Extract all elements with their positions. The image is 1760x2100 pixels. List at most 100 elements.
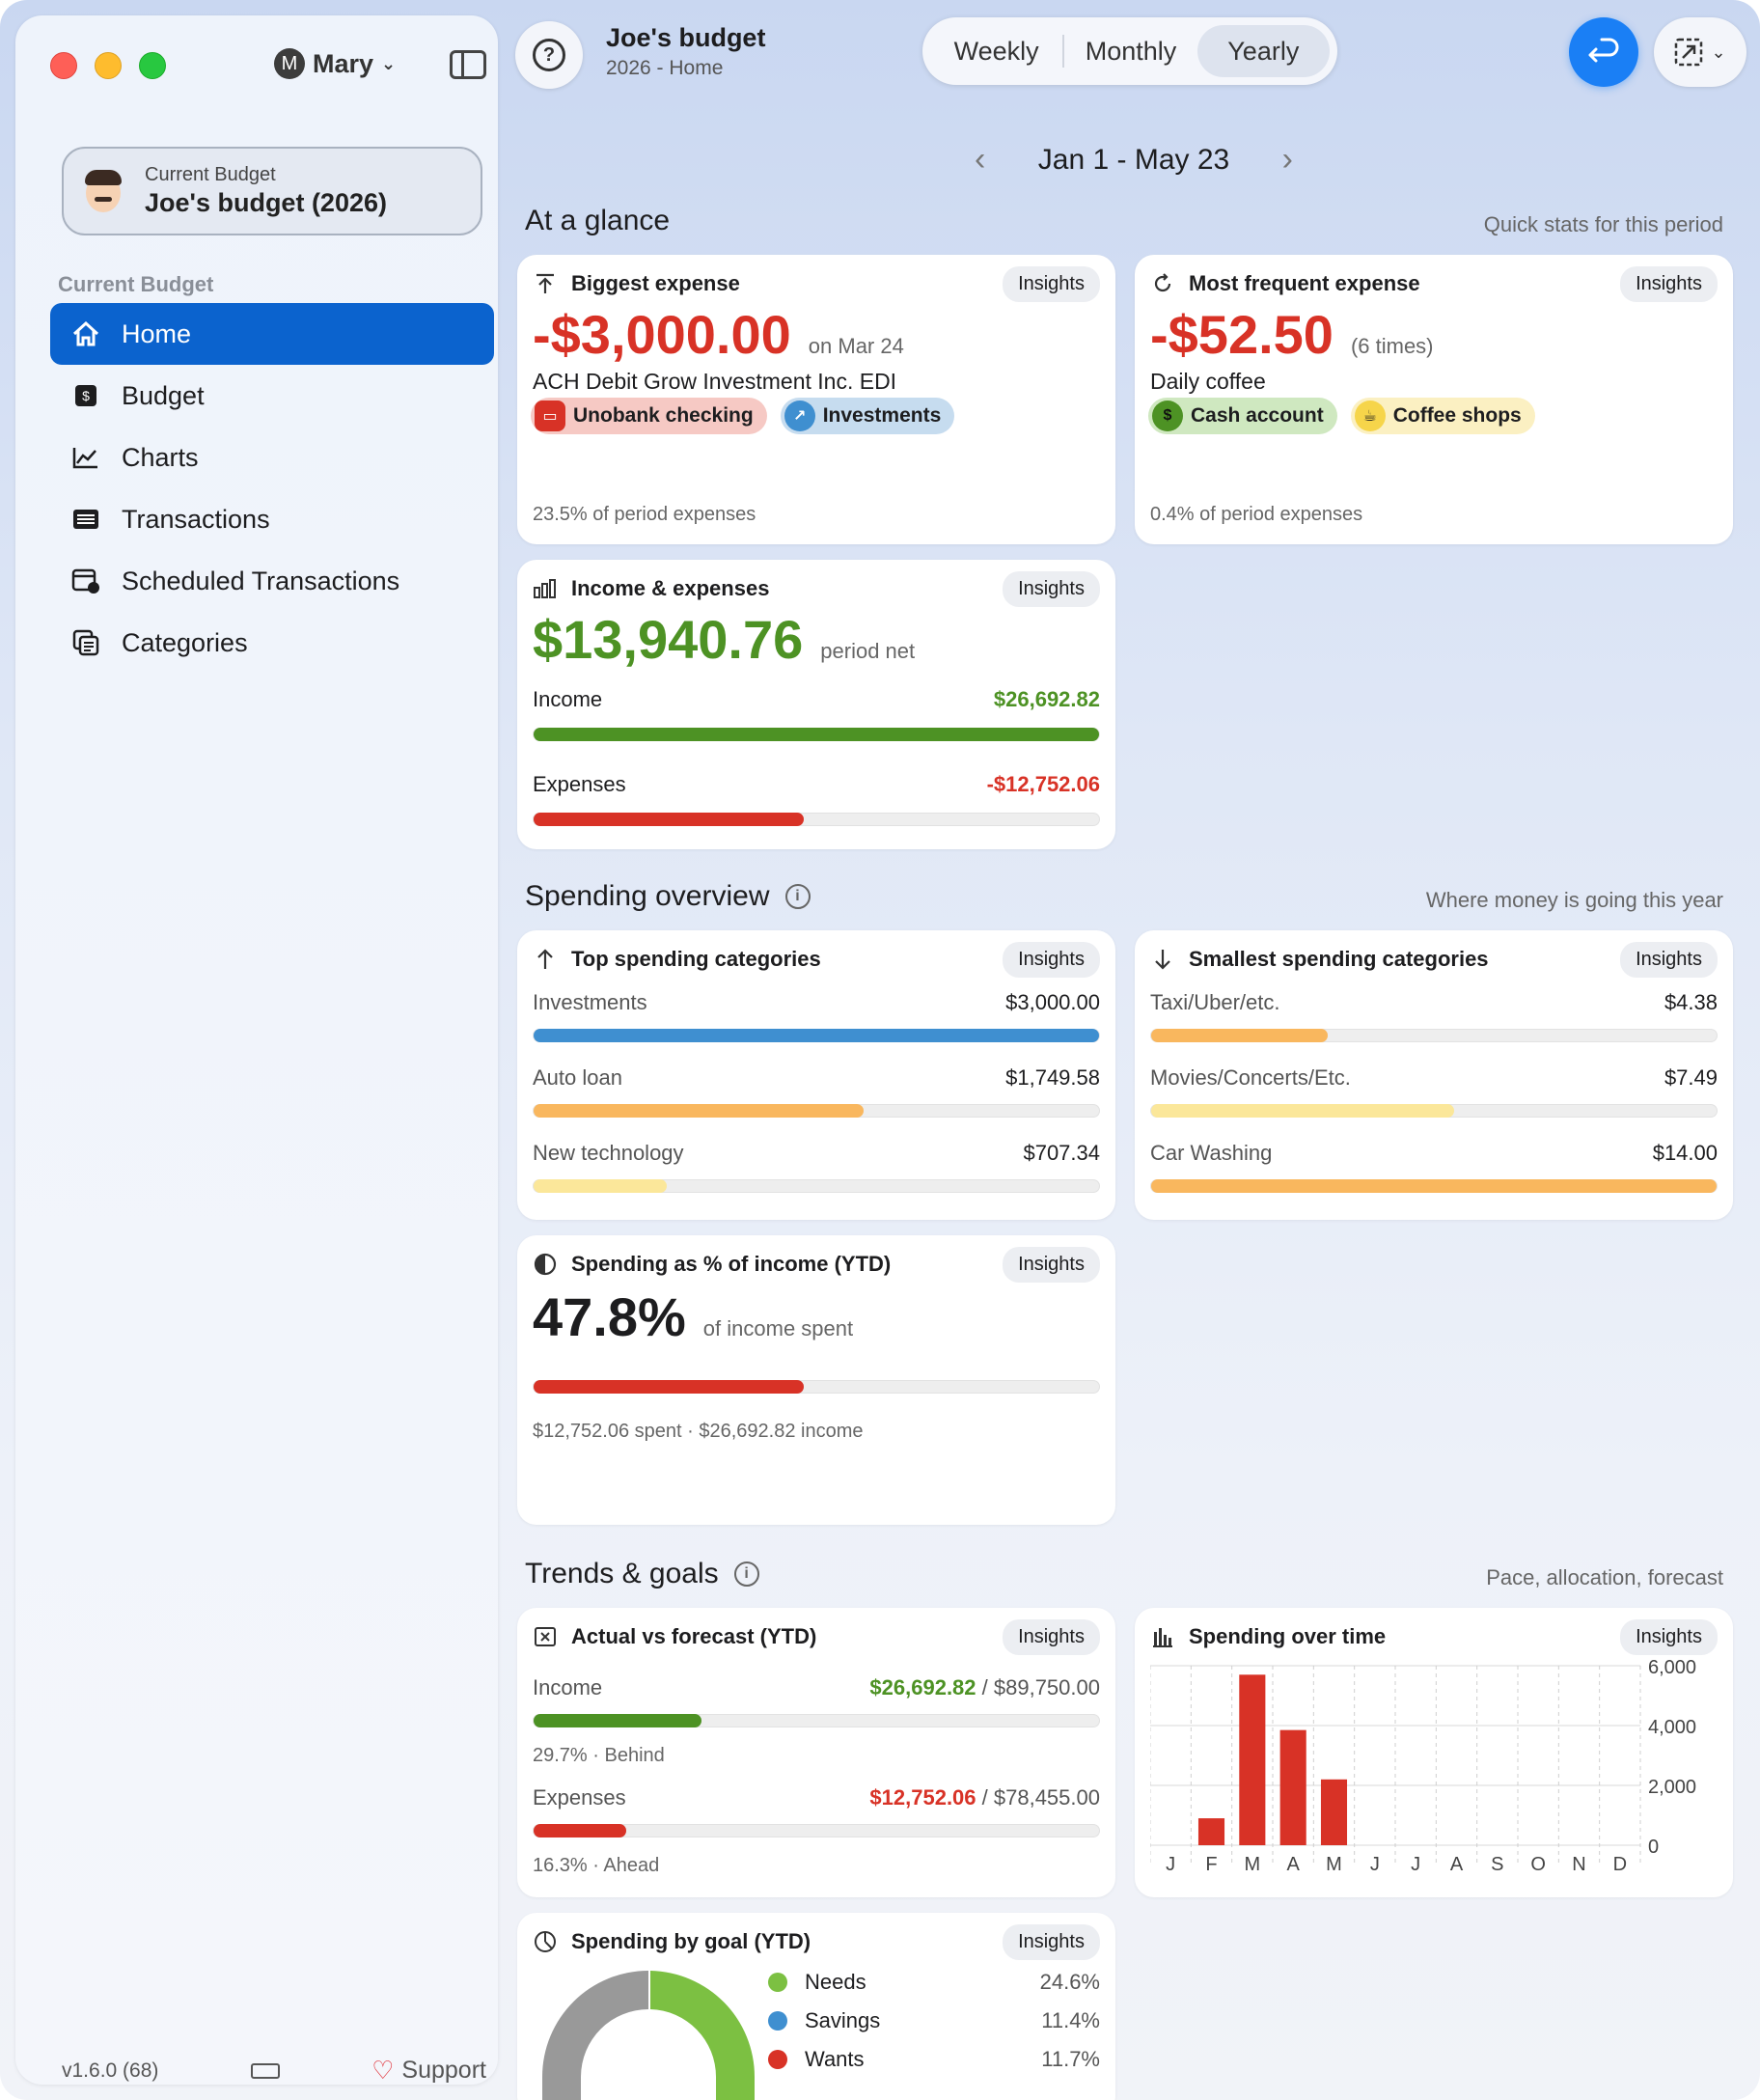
insights-button[interactable]: Insights bbox=[1620, 265, 1718, 302]
refresh-icon bbox=[1150, 271, 1175, 296]
card-title: Top spending categories bbox=[571, 947, 821, 971]
sidebar-item-charts[interactable]: Charts bbox=[50, 427, 494, 488]
frequent-expense-description: Daily coffee bbox=[1150, 369, 1266, 394]
chart-x-tick-label: N bbox=[1572, 1854, 1585, 1875]
forecast-income-target: / $89,750.00 bbox=[981, 1675, 1100, 1699]
half-circle-icon bbox=[533, 1252, 558, 1277]
category-row-value: $4.38 bbox=[1664, 990, 1718, 1014]
chip-label: Investments bbox=[822, 404, 942, 427]
insights-button[interactable]: Insights bbox=[1003, 1246, 1100, 1283]
tab-weekly[interactable]: Weekly bbox=[953, 36, 1039, 66]
category-row-bar-fill bbox=[1151, 1179, 1717, 1193]
chart-x-tick-label: S bbox=[1491, 1854, 1503, 1875]
chart-y-tick-label: 4,000 bbox=[1648, 1717, 1696, 1738]
category-chip[interactable]: ↗ Investments bbox=[780, 398, 955, 434]
section-title-spending: Spending overview i bbox=[525, 880, 811, 913]
forecast-expenses-actual: $12,752.06 bbox=[869, 1785, 976, 1810]
biggest-expense-date: on Mar 24 bbox=[808, 334, 904, 358]
section-hint-trends: Pace, allocation, forecast bbox=[1486, 1565, 1723, 1589]
account-chip[interactable]: ▭ Unobank checking bbox=[531, 398, 767, 434]
help-button[interactable]: ? bbox=[515, 21, 583, 89]
forecast-expenses-bar bbox=[533, 1824, 1100, 1838]
sidebar-item-label: Home bbox=[122, 318, 192, 348]
sidebar-toggle-icon[interactable] bbox=[450, 50, 486, 79]
income-bar-fill bbox=[534, 728, 1099, 741]
sidebar-item-categories[interactable]: Categories bbox=[50, 612, 494, 674]
current-budget-selector[interactable]: Current Budget Joe's budget (2026) bbox=[62, 147, 482, 235]
goal-legend-value: 11.7% bbox=[1041, 2047, 1100, 2071]
minimize-window-button[interactable] bbox=[95, 52, 122, 79]
forecast-expenses-target: / $78,455.00 bbox=[981, 1785, 1100, 1810]
chevron-left-icon[interactable]: ‹ bbox=[975, 141, 986, 178]
close-window-button[interactable] bbox=[50, 52, 77, 79]
insights-button[interactable]: Insights bbox=[1003, 570, 1100, 607]
forecast-expenses-bar-fill bbox=[534, 1824, 626, 1838]
insights-button[interactable]: Insights bbox=[1003, 1923, 1100, 1960]
category-row-label: Taxi/Uber/etc. bbox=[1150, 990, 1280, 1014]
percent-spent-bar bbox=[533, 1380, 1100, 1394]
export-menu-button[interactable]: ⌄ bbox=[1654, 17, 1746, 87]
legend-dot-icon bbox=[768, 2011, 787, 2031]
category-chip[interactable]: ☕ Coffee shops bbox=[1350, 398, 1535, 434]
chart-line-icon: ↗ bbox=[784, 401, 815, 431]
category-row-bar-fill bbox=[1151, 1104, 1454, 1118]
info-icon[interactable]: i bbox=[733, 1561, 759, 1587]
percent-spent-label: of income spent bbox=[702, 1316, 854, 1340]
insights-button[interactable]: Insights bbox=[1003, 941, 1100, 978]
expenses-value: -$12,752.06 bbox=[986, 772, 1100, 796]
category-row-value: $3,000.00 bbox=[1005, 990, 1100, 1014]
user-avatar: M bbox=[274, 48, 305, 79]
card-title: Spending over time bbox=[1189, 1624, 1387, 1648]
tab-yearly[interactable]: Yearly bbox=[1196, 25, 1330, 77]
insights-button[interactable]: Insights bbox=[1620, 941, 1718, 978]
coffee-cup-icon: ☕ bbox=[1354, 401, 1386, 431]
categories-icon bbox=[71, 628, 100, 657]
dollar-square-icon: $ bbox=[71, 381, 100, 410]
chevron-right-icon[interactable]: › bbox=[1281, 141, 1293, 178]
category-row-bar-fill bbox=[1151, 1029, 1329, 1042]
goal-legend-label: Needs bbox=[805, 1970, 866, 1994]
insights-button[interactable]: Insights bbox=[1003, 265, 1100, 302]
goal-legend-value: 24.6% bbox=[1039, 1970, 1100, 1994]
card-title: Most frequent expense bbox=[1189, 271, 1420, 295]
user-menu[interactable]: M Mary ⌄ bbox=[274, 48, 396, 79]
forecast-income-status: 29.7% · Behind bbox=[533, 1745, 665, 1766]
sidebar-item-home[interactable]: Home bbox=[50, 303, 494, 365]
keyboard-icon[interactable] bbox=[250, 2062, 280, 2079]
sidebar-item-transactions[interactable]: Transactions bbox=[50, 488, 494, 550]
chart-x-tick-label: J bbox=[1166, 1854, 1175, 1875]
sidebar-item-budget[interactable]: $ Budget bbox=[50, 365, 494, 427]
forecast-expenses-status: 16.3% · Ahead bbox=[533, 1855, 660, 1876]
undo-button[interactable] bbox=[1569, 17, 1638, 87]
category-row-label: Car Washing bbox=[1150, 1141, 1273, 1165]
chart-bar bbox=[1279, 1729, 1306, 1845]
section-title-text: Trends & goals bbox=[525, 1558, 719, 1589]
segment-divider bbox=[1062, 35, 1065, 68]
category-row-bar bbox=[533, 1179, 1100, 1193]
insights-button[interactable]: Insights bbox=[1620, 1618, 1718, 1655]
support-button[interactable]: ♡ Support bbox=[371, 2056, 486, 2086]
legend-dot-icon bbox=[768, 2050, 787, 2069]
chart-bar bbox=[1239, 1674, 1266, 1845]
tab-monthly[interactable]: Monthly bbox=[1085, 36, 1177, 66]
account-chip[interactable]: $ Cash account bbox=[1148, 398, 1337, 434]
svg-text:$: $ bbox=[82, 388, 90, 403]
goal-legend-value: 11.4% bbox=[1041, 2008, 1100, 2032]
category-row-value: $1,749.58 bbox=[1005, 1065, 1100, 1090]
page-subtitle: 2026 - Home bbox=[606, 57, 724, 79]
chart-bar bbox=[1197, 1818, 1225, 1845]
list-icon bbox=[71, 505, 100, 534]
chart-x-tick-label: A bbox=[1286, 1854, 1300, 1875]
info-icon[interactable]: i bbox=[784, 884, 811, 909]
smallest-spending-card: Smallest spending categories Insights Ta… bbox=[1135, 930, 1733, 1220]
sidebar-item-label: Scheduled Transactions bbox=[122, 566, 400, 595]
period-net-label: period net bbox=[820, 639, 916, 663]
line-chart-icon bbox=[71, 443, 100, 472]
heart-icon: ♡ bbox=[371, 2056, 395, 2085]
sidebar-item-scheduled[interactable]: Scheduled Transactions bbox=[50, 550, 494, 612]
insights-button[interactable]: Insights bbox=[1003, 1618, 1100, 1655]
expenses-label: Expenses bbox=[533, 772, 626, 796]
forecast-income-bar bbox=[533, 1714, 1100, 1727]
zoom-window-button[interactable] bbox=[139, 52, 166, 79]
